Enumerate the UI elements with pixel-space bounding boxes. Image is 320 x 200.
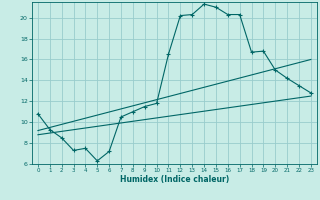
X-axis label: Humidex (Indice chaleur): Humidex (Indice chaleur)	[120, 175, 229, 184]
